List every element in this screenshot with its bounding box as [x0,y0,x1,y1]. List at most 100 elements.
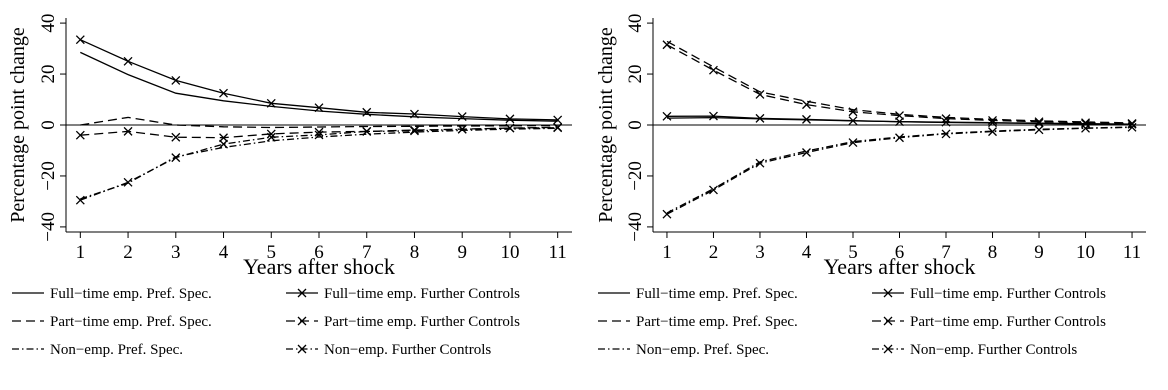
legend-entry: Part−time emp. Pref. Spec. [598,314,798,330]
data-point-marker [802,114,811,124]
data-point-marker [755,158,765,168]
y-tick-label: 40 [38,14,59,33]
x-tick-label: 5 [267,242,277,263]
data-point-marker [362,126,372,136]
data-point-marker [219,133,228,143]
series-part-time-emp-pref-spec [666,40,1133,124]
data-point-marker [410,109,419,119]
data-point-marker [1127,119,1137,128]
x-tick-label: 1 [662,242,672,263]
series-non-emp-further-controls [75,123,563,205]
series-non-emp-further-controls [662,122,1137,219]
x-tick-label: 8 [410,242,420,263]
legend-marker [883,316,893,326]
data-point-marker [802,148,811,157]
y-tick-label: −20 [625,161,646,191]
legend-marker [297,344,307,354]
data-point-marker [709,111,718,121]
data-point-marker [709,65,718,75]
series-line [666,40,1133,124]
legend-entry: Part−time emp. Pref. Spec. [12,314,212,330]
legend-entry: Part−time emp. Further Controls [286,314,520,330]
y-tick-label: 0 [625,120,646,130]
data-point-marker [219,88,228,98]
legend-label: Part−time emp. Further Controls [910,314,1106,330]
data-point-marker [123,56,133,66]
legend-marker [883,344,893,354]
data-point-marker [75,195,85,205]
x-tick-label: 3 [171,242,181,263]
series-non-emp-pref-spec [80,127,558,200]
x-tick-label: 2 [123,242,133,263]
legend-entry: Non−emp. Pref. Spec. [598,342,769,358]
data-point-marker [75,130,85,140]
y-tick-label: −20 [38,161,59,191]
series-full-time-emp-pref-spec [80,51,558,122]
data-point-marker [553,115,563,125]
x-tick-label: 1 [76,242,86,263]
data-point-marker [1034,125,1044,135]
x-axis-title: Years after shock [824,254,976,279]
series-line [666,126,1133,214]
legend-entry: Full−time emp. Pref. Spec. [598,286,798,302]
data-point-marker [171,153,181,163]
data-point-marker [457,112,467,122]
series-line [80,127,558,200]
data-point-marker [505,114,515,124]
x-tick-label: 6 [314,242,324,263]
legend-label: Full−time emp. Pref. Spec. [50,286,212,302]
x-tick-label: 11 [549,242,567,263]
data-point-marker [362,107,372,117]
data-point-marker [1034,117,1044,127]
data-point-marker [755,89,765,99]
legend: Full−time emp. Pref. Spec. Full−time emp.… [598,286,1106,358]
y-tick-label: −40 [38,212,59,242]
x-tick-label: 2 [709,242,719,263]
data-point-marker [171,132,181,142]
series-part-time-emp-further-controls [662,40,1137,128]
data-point-marker [171,75,181,85]
data-point-marker [457,124,467,134]
series-line [666,115,1133,125]
data-point-marker [75,35,85,45]
data-point-marker [941,117,951,127]
x-tick-label: 4 [802,242,812,263]
x-tick-label: 6 [895,242,905,263]
data-point-marker [123,177,133,187]
data-point-marker [848,138,858,148]
y-tick-label: 40 [625,14,646,33]
data-point-marker [314,103,324,113]
legend-label: Non−emp. Further Controls [910,342,1077,358]
y-tick-label: 0 [38,120,59,130]
x-tick-label: 11 [1123,242,1141,263]
legend-label: Full−time emp. Further Controls [910,286,1106,302]
legend-entry: Non−emp. Pref. Spec. [12,342,183,358]
legend: Full−time emp. Pref. Spec. Full−time emp.… [12,286,520,358]
x-tick-label: 10 [500,242,519,263]
data-point-marker [1127,122,1137,132]
x-tick-label: 8 [988,242,998,263]
legend-label: Non−emp. Pref. Spec. [50,342,183,358]
data-point-marker [988,127,997,137]
series-part-time-emp-pref-spec [80,116,558,129]
data-point-marker [505,123,515,133]
series-line [80,116,558,129]
left-panel: −40 −20 0 20 40 1 2 3 4 5 6 7 8 9 10 11 Years after shoc… [7,14,572,358]
data-point-marker [662,111,672,121]
data-point-marker [848,116,858,126]
data-point-marker [266,98,276,108]
series-line [666,126,1133,215]
data-point-marker [755,113,765,123]
data-point-marker [848,107,858,117]
legend-label: Part−time emp. Further Controls [324,314,520,330]
legend-marker [297,288,307,298]
x-tick-label: 4 [219,242,229,263]
data-point-marker [941,114,951,124]
legend-entry: Non−emp. Further Controls [286,342,491,358]
x-tick-label: 9 [457,242,467,263]
y-tick-label: 20 [625,65,646,84]
legend-entry: Part−time emp. Further Controls [872,314,1106,330]
legend-marker [297,316,307,326]
data-point-marker [219,139,228,149]
